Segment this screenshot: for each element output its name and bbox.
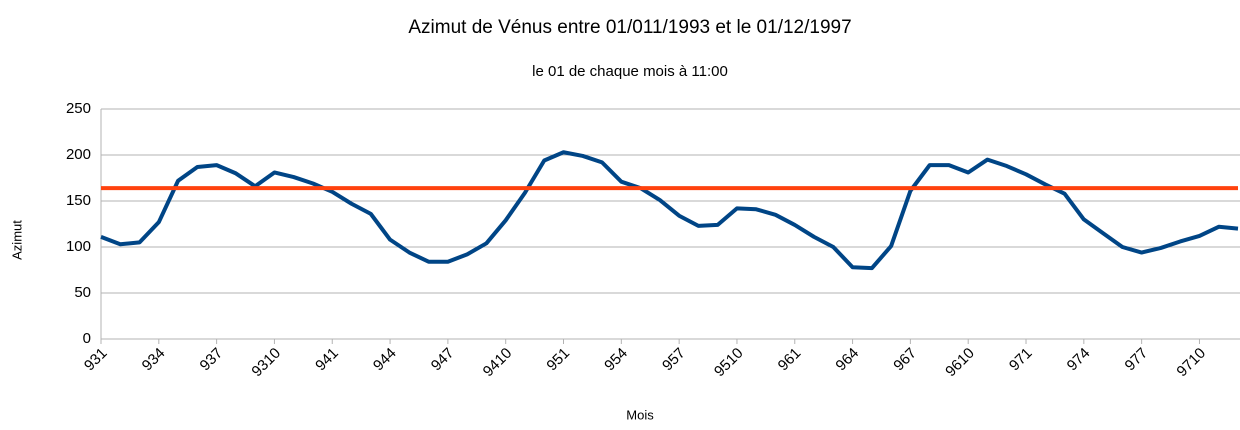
x-tick-label: 9310 [248,345,284,381]
chart-title: Azimut de Vénus entre 01/011/1993 et le … [408,17,851,38]
y-tick-label: 50 [74,284,91,301]
x-tick-label: 947 [428,345,458,375]
x-tick-label: 931 [81,345,111,375]
x-tick-label: 954 [601,345,631,375]
x-tick-label: 934 [139,345,169,375]
chart-subtitle: le 01 de chaque mois à 11:00 [532,63,728,80]
y-tick-label: 100 [66,238,91,255]
y-tick-label: 250 [66,100,91,117]
x-tick-label: 974 [1064,345,1094,375]
x-tick-label: 9510 [711,345,747,381]
series-line [100,150,1239,271]
x-tick-label: 937 [197,345,227,375]
x-tick-label: 964 [832,345,862,375]
y-axis-label: Azimut [9,220,24,260]
x-tick-label: 9410 [480,345,516,381]
x-tick-label: 9710 [1173,345,1209,381]
x-tick-label: 971 [1006,345,1036,375]
x-tick-label: 977 [1122,345,1152,375]
x-tick-label: 944 [370,345,400,375]
x-tick-label: 957 [659,345,689,375]
x-tick-label: 951 [543,345,573,375]
y-tick-label: 0 [83,330,91,347]
y-tick-label: 200 [66,146,91,163]
x-tick-label: 941 [312,345,342,375]
x-tick-label: 967 [890,345,920,375]
x-tick-label: 961 [775,345,805,375]
x-axis-label: Mois [626,407,654,422]
x-tick-label: 9610 [942,345,978,381]
y-tick-label: 150 [66,192,91,209]
